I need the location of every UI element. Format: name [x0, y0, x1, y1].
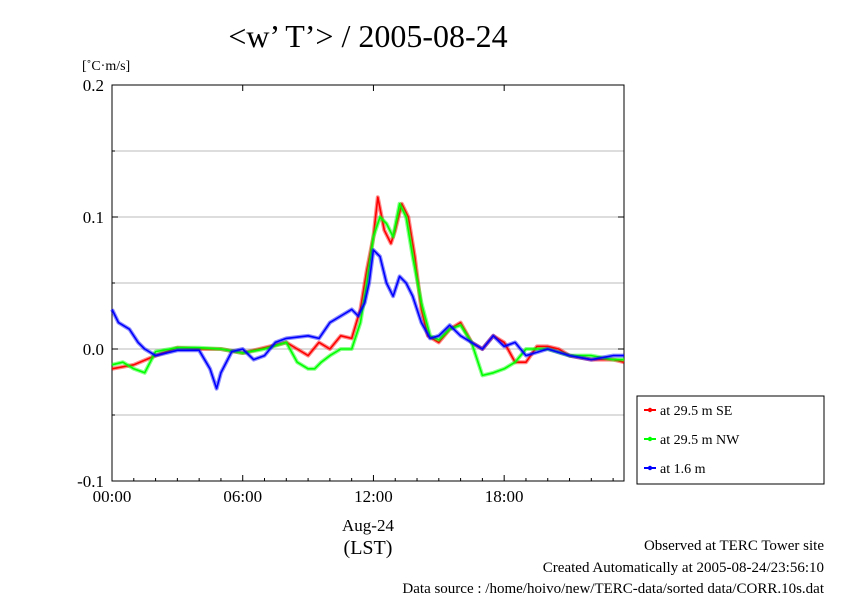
x-date-label: Aug-24: [342, 516, 394, 535]
legend-marker: [647, 436, 653, 442]
y-tick-label: 0.2: [83, 76, 104, 95]
series-line: [111, 249, 624, 390]
legend-box: [636, 395, 825, 485]
axis-ticks: -0.1 0.0 0.1 0.2 00:00 06:00 12:00 18:00: [77, 76, 624, 506]
x-tick-label: 00:00: [93, 487, 132, 506]
y-tick-label: -0.1: [77, 472, 104, 491]
series-lines: [110, 195, 625, 391]
legend-label: at 29.5 m SE: [660, 404, 732, 419]
legend-marker: [647, 407, 653, 413]
series-line: [111, 203, 624, 377]
legend: at 29.5 m SE at 29.5 m NW at 1.6 m: [636, 395, 825, 485]
legend-marker: [647, 465, 653, 471]
legend-label: at 29.5 m NW: [660, 433, 740, 448]
y-axis-unit: [˚C·m/s]: [82, 59, 130, 74]
y-tick-label: 0.1: [83, 208, 104, 227]
x-axis-label: (LST): [344, 537, 393, 559]
legend-label: at 1.6 m: [660, 462, 706, 477]
footer-created: Created Automatically at 2005-08-24/23:5…: [543, 560, 824, 576]
y-tick-label: 0.0: [83, 340, 104, 359]
chart-title: <w’ T’> / 2005-08-24: [228, 18, 507, 54]
footer-site: Observed at TERC Tower site: [644, 538, 824, 554]
x-tick-label: 18:00: [485, 487, 524, 506]
x-tick-label: 12:00: [354, 487, 393, 506]
footer-source: Data source : /home/hoivo/new/TERC-data/…: [402, 581, 824, 595]
x-tick-label: 06:00: [223, 487, 262, 506]
